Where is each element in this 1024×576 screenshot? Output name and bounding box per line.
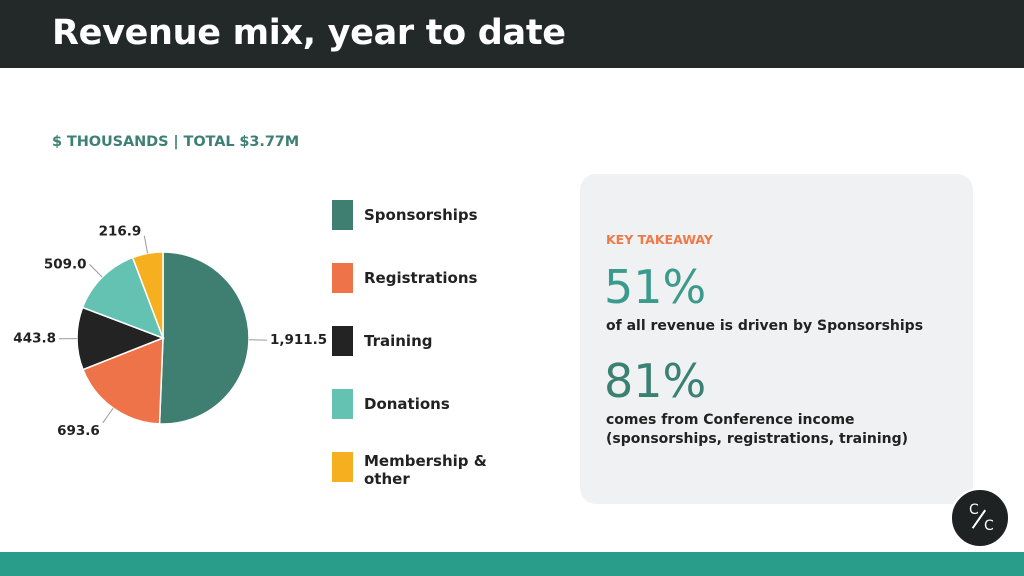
legend-swatch (332, 263, 353, 293)
pie-leader-line (143, 235, 149, 254)
legend-item: Sponsorships (332, 200, 514, 230)
pie-leader-line (89, 264, 103, 278)
legend-swatch (332, 326, 353, 356)
stat-sponsorship-desc: of all revenue is driven by Sponsorships (606, 318, 924, 334)
takeaway-kicker: KEY TAKEAWAY (606, 232, 713, 247)
key-takeaway-card: KEY TAKEAWAY 51% of all revenue is drive… (580, 174, 973, 504)
stat-sponsorship-share: 51% (604, 260, 707, 314)
pie-chart: 1,911.5 693.6 443.8 509.0 216.9 (13, 224, 327, 439)
chart-subtitle: $ THOUSANDS | TOTAL $3.77M (52, 134, 300, 150)
page-title: Revenue mix, year to date (52, 13, 566, 53)
pie-data-label: 1,911.5 (270, 332, 327, 348)
legend-item: Registrations (332, 263, 514, 293)
legend-label: Registrations (364, 269, 478, 287)
legend-swatch (332, 452, 353, 482)
pie-slice-sponsorships (158, 251, 250, 425)
legend-label: Donations (364, 395, 450, 413)
pie-slice-registrations (82, 336, 164, 425)
legend-label: Membership & other (364, 452, 487, 488)
header-bar: Revenue mix, year to date (0, 0, 1024, 68)
pie-leader-line (102, 407, 114, 424)
cc-logo-icon: C C (950, 488, 1010, 548)
logo-letter-top: C (969, 502, 979, 518)
pie-data-label: 693.6 (57, 423, 100, 439)
logo-letter-bottom: C (984, 518, 994, 534)
stat-conference-share: 81% (604, 354, 707, 408)
legend-item: Donations (332, 389, 514, 419)
legend-swatch (332, 389, 353, 419)
legend-item: Training (332, 326, 514, 356)
pie-slice-membership-other (131, 251, 164, 339)
stat-conference-desc: comes from Conference income (sponsorshi… (606, 412, 909, 447)
pie-data-label: 509.0 (44, 256, 87, 272)
legend-label: Sponsorships (364, 206, 478, 224)
legend-swatch (332, 200, 353, 230)
legend-item: Membership & other (332, 452, 514, 488)
legend-label: Training (364, 332, 433, 350)
pie-data-label: 443.8 (13, 331, 56, 347)
footer-bar (0, 552, 1024, 576)
pie-data-label: 216.9 (99, 224, 142, 240)
pie-slice-training (76, 306, 166, 371)
